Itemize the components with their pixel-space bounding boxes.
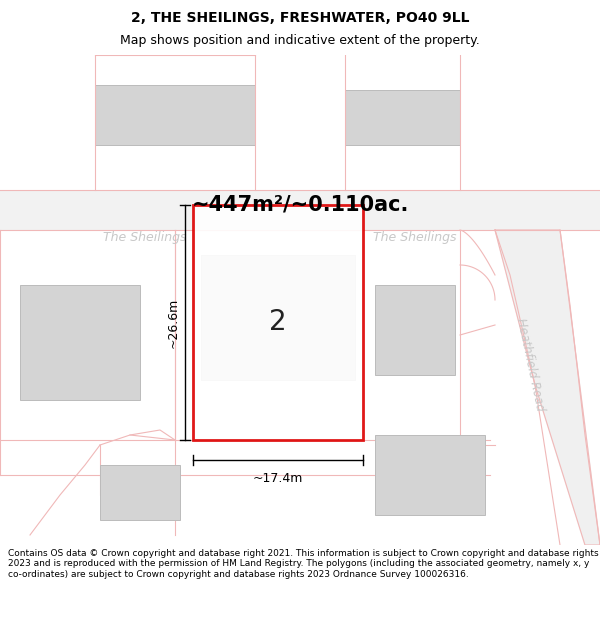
Bar [95,85,255,145]
Bar [345,90,460,145]
Bar [193,205,363,440]
Bar [20,285,140,400]
Text: The Sheilings: The Sheilings [103,231,187,244]
Text: 2: 2 [269,309,287,336]
Bar [0,190,600,230]
Bar [100,465,180,520]
Text: ~26.6m: ~26.6m [167,298,179,348]
Text: ~17.4m: ~17.4m [253,472,303,485]
Text: 2, THE SHEILINGS, FRESHWATER, PO40 9LL: 2, THE SHEILINGS, FRESHWATER, PO40 9LL [131,11,469,25]
Bar [201,255,355,380]
Bar [375,435,485,515]
Text: Map shows position and indicative extent of the property.: Map shows position and indicative extent… [120,34,480,47]
Text: Heathfield Road: Heathfield Road [514,318,546,412]
Text: Contains OS data © Crown copyright and database right 2021. This information is : Contains OS data © Crown copyright and d… [8,549,599,579]
Text: The Sheilings: The Sheilings [373,231,457,244]
Text: ~447m²/~0.110ac.: ~447m²/~0.110ac. [191,195,409,215]
Polygon shape [495,230,600,545]
Bar [375,285,455,375]
